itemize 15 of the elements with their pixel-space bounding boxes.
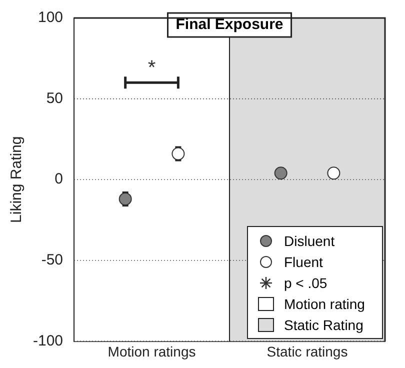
annotation: Motion rating	[284, 296, 365, 312]
x-tick-label: Static ratings	[266, 343, 348, 360]
y-tick-label: 100	[38, 9, 64, 26]
chart-title: Final Exposure	[176, 16, 284, 34]
legend-label: Fluent	[284, 254, 323, 270]
y-tick-label: -50	[41, 252, 64, 269]
legend-label: Disluent	[284, 232, 335, 249]
y-tick-label: -100	[32, 332, 64, 350]
x-tick-label: Motion ratings	[108, 343, 196, 360]
annotation: p < .05	[284, 274, 328, 291]
annotation: Static Rating	[284, 316, 364, 333]
y-tick-label: 0	[54, 170, 64, 188]
y-axis-title: Liking Rating	[8, 136, 26, 223]
y-tick-label: 50	[46, 90, 64, 107]
annotation: *	[148, 57, 156, 80]
